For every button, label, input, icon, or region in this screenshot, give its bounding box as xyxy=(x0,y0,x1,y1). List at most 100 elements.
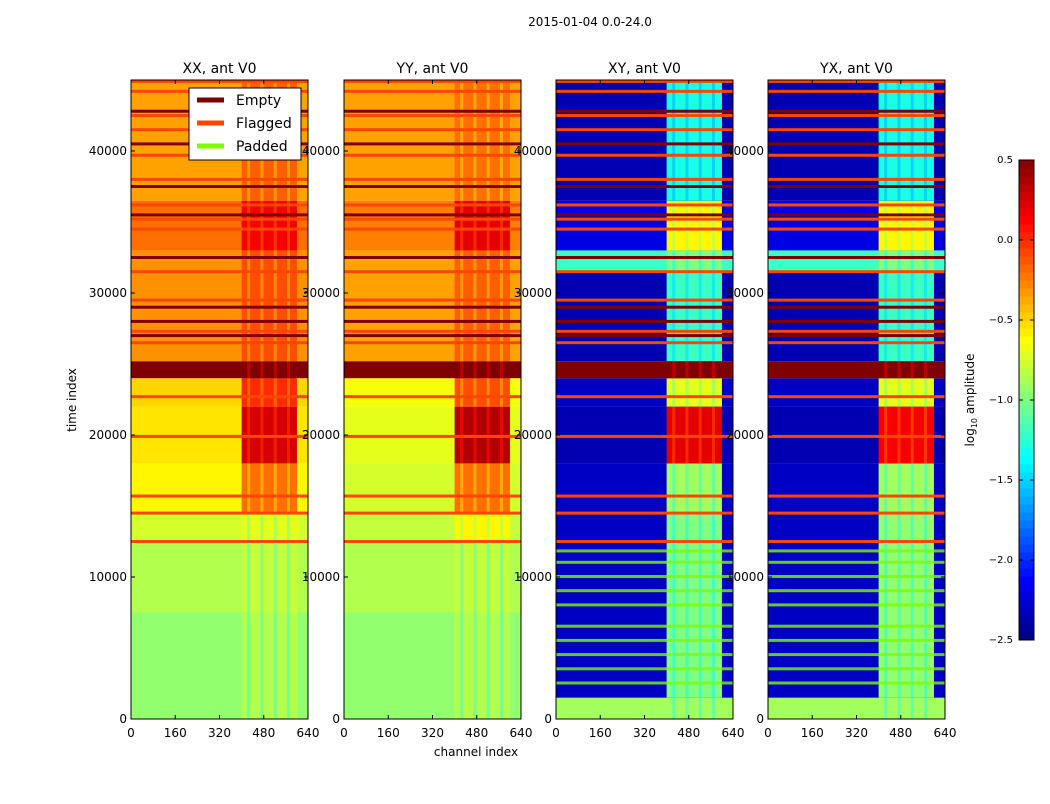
heatmap-channel-streak xyxy=(499,361,503,379)
colorbar-step xyxy=(1019,536,1034,545)
heatmap-channel-streak xyxy=(247,612,251,719)
empty-row xyxy=(556,185,733,188)
padded-row xyxy=(768,560,945,564)
colorbar-tick-label: −2.0 xyxy=(989,555,1013,566)
colorbar-label-rest: amplitude xyxy=(963,354,977,418)
padded-row xyxy=(768,653,945,657)
colorbar-tick-label: 0.0 xyxy=(997,235,1013,246)
heatmap-channel-streak xyxy=(460,612,464,719)
y-tick-label: 20000 xyxy=(514,428,552,442)
padded-row xyxy=(556,549,733,553)
flagged-row xyxy=(768,153,945,157)
heatmap-channel-streak xyxy=(910,378,914,407)
padded-row xyxy=(556,560,733,564)
padded-row xyxy=(556,603,733,607)
heatmap-channel-streak xyxy=(910,271,914,362)
heatmap-channel-streak xyxy=(473,513,477,542)
heatmap-channel-streak xyxy=(672,378,676,407)
heatmap-channel-streak xyxy=(685,200,689,251)
padded-row xyxy=(768,575,945,578)
colorbar-step xyxy=(1019,528,1034,537)
colorbar-step xyxy=(1019,584,1034,593)
colorbar-label: log10 amplitude xyxy=(963,354,979,447)
heatmap-channel-streak xyxy=(698,271,702,362)
flagged-row xyxy=(556,203,733,207)
panel-title: YX, ant V0 xyxy=(819,61,893,77)
colorbar-step xyxy=(1019,488,1034,497)
heatmap-channel-streak xyxy=(884,378,888,407)
heatmap-channel-streak xyxy=(499,200,503,251)
flagged-row xyxy=(556,177,733,181)
heatmap-channel-streak xyxy=(910,250,914,272)
colorbar-step xyxy=(1019,376,1034,385)
heatmap-channel-streak xyxy=(473,361,477,379)
colorbar-step xyxy=(1019,512,1034,521)
heatmap-channel-streak xyxy=(260,361,264,379)
heatmap-channel-streak xyxy=(897,200,901,251)
flagged-row xyxy=(344,203,521,207)
panel-xx: XX, ant V0 0 160 320 480 640 0 10000 20000 30000 4… xyxy=(89,61,320,740)
flagged-row xyxy=(768,511,945,515)
flagged-row xyxy=(768,114,945,117)
padded-row xyxy=(768,638,945,642)
colorbar-step xyxy=(1019,328,1034,337)
heatmap-channel-streak xyxy=(260,541,264,613)
flagged-row xyxy=(344,177,521,181)
empty-row xyxy=(768,142,945,146)
colorbar: 0.5 0.0 −0.5 −1.0 −1.5 −2.0 −2.5 log10 amplitud… xyxy=(963,155,1035,646)
empty-row xyxy=(768,256,945,259)
heatmap-channel-streak xyxy=(273,378,277,407)
x-tick-label: 160 xyxy=(377,726,400,740)
flagged-row xyxy=(768,494,945,498)
colorbar-step xyxy=(1019,208,1034,217)
heatmap-channel-streak xyxy=(473,612,477,719)
panel-title: XX, ant V0 xyxy=(183,61,257,77)
colorbar-step xyxy=(1019,344,1034,353)
heatmap-channel-streak xyxy=(273,541,277,613)
empty-row xyxy=(131,334,308,338)
flagged-row xyxy=(556,89,733,93)
padded-row xyxy=(768,549,945,553)
colorbar-step xyxy=(1019,568,1034,577)
legend-label: Padded xyxy=(236,139,288,155)
y-tick-label: 10000 xyxy=(89,570,127,584)
padded-row xyxy=(556,638,733,642)
y-tick-label: 10000 xyxy=(302,570,340,584)
heatmap-channel-streak xyxy=(247,541,251,613)
heatmap-channel-streak xyxy=(460,80,464,201)
heatmap-channel-streak xyxy=(247,200,251,251)
flagged-row xyxy=(344,434,521,438)
colorbar-step xyxy=(1019,520,1034,529)
heatmap-channel-streak xyxy=(486,612,490,719)
colorbar-step xyxy=(1019,168,1034,177)
empty-row xyxy=(131,185,308,188)
flagged-row xyxy=(344,540,521,543)
x-tick-label: 320 xyxy=(421,726,444,740)
padded-row xyxy=(556,681,733,685)
colorbar-step xyxy=(1019,440,1034,449)
flagged-row xyxy=(768,270,945,274)
heatmap-channel-streak xyxy=(897,463,901,514)
heatmap-channel-streak xyxy=(473,463,477,514)
colorbar-tick-label: −0.5 xyxy=(989,315,1013,326)
flagged-row xyxy=(131,227,308,231)
colorbar-step xyxy=(1019,544,1034,553)
flagged-row xyxy=(768,540,945,543)
y-tick-label: 20000 xyxy=(89,428,127,442)
heatmap-channel-streak xyxy=(711,378,715,407)
flagged-row xyxy=(556,395,733,399)
heatmap-channel-streak xyxy=(711,361,715,379)
colorbar-step xyxy=(1019,456,1034,465)
heatmap-channel-streak xyxy=(685,80,689,201)
empty-row xyxy=(768,185,945,188)
heatmap-cell-high xyxy=(241,361,297,379)
heatmap-channel-streak xyxy=(286,612,290,719)
flagged-row xyxy=(131,494,308,498)
colorbar-step xyxy=(1019,576,1034,585)
heatmap-channel-streak xyxy=(910,697,914,719)
heatmap-channel-streak xyxy=(910,463,914,514)
empty-row xyxy=(131,319,308,323)
colorbar-step xyxy=(1019,272,1034,281)
y-tick-label: 10000 xyxy=(726,570,764,584)
colorbar-step xyxy=(1019,560,1034,569)
